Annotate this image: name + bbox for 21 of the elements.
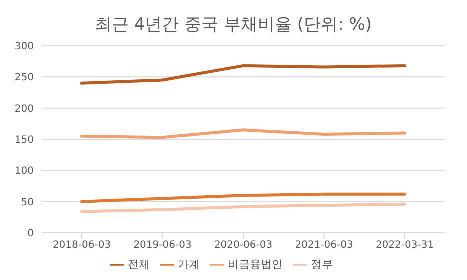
legend-label: 가계 — [178, 258, 200, 271]
line-series — [80, 128, 406, 140]
line-series — [80, 64, 406, 85]
legend-label: 전체 — [128, 258, 150, 271]
line-series — [80, 202, 406, 214]
y-tick-label: 150 — [14, 135, 34, 146]
x-tick-label: 2019-06-03 — [134, 240, 192, 252]
y-tick-label: 100 — [14, 166, 34, 178]
chart-title: 최근 4년간 중국 부채비율 (단위: %) — [94, 14, 373, 37]
y-tick-label: 250 — [14, 72, 34, 84]
y-tick-label: 50 — [21, 197, 34, 208]
legend-label: 정부 — [311, 258, 333, 271]
x-tick-label: 2021-06-03 — [295, 240, 354, 252]
legend-label: 비금융법인 — [228, 258, 283, 271]
x-tick-label: 2018-06-03 — [52, 240, 112, 252]
y-tick-label: 200 — [14, 104, 34, 115]
y-tick-label: 300 — [14, 42, 34, 53]
x-tick-label: 2022-03-31 — [376, 240, 434, 252]
y-tick-label: 0 — [28, 228, 34, 240]
x-tick-label: 2020-06-03 — [214, 240, 273, 252]
line-series — [80, 192, 406, 204]
